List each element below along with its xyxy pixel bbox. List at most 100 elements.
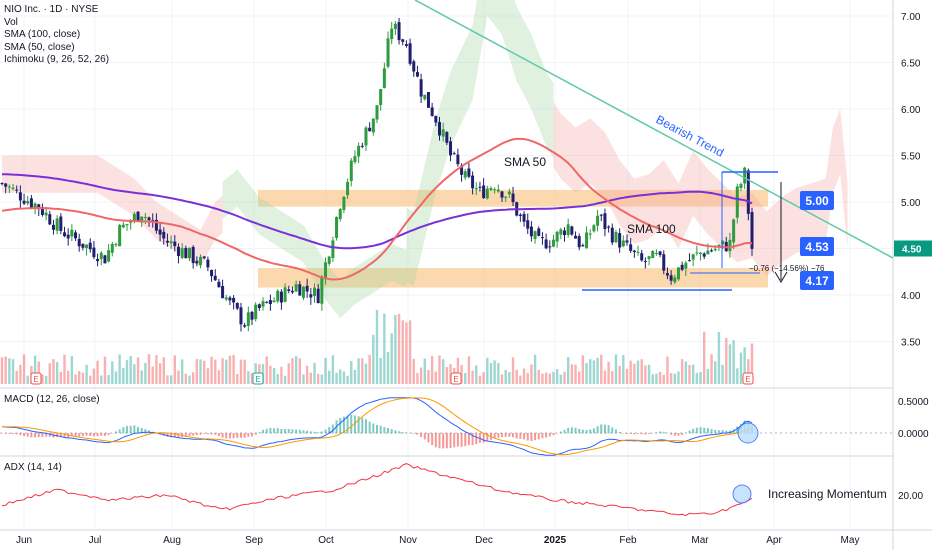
volume-bar-187 (688, 365, 691, 384)
macd-hist-173 (637, 433, 640, 434)
candle-body-85 (313, 287, 316, 297)
macd-hist-65 (239, 433, 242, 438)
volume-bar-153 (563, 371, 566, 384)
macd-hist-80 (295, 429, 298, 434)
volume-bar-142 (522, 368, 526, 384)
earnings-marker-2 (450, 372, 462, 385)
candle-body-143 (526, 220, 530, 229)
candle-body-127 (467, 168, 471, 177)
volume-bar-190 (699, 372, 702, 384)
candle-body-196 (721, 240, 725, 245)
candle-body-103 (379, 89, 383, 105)
candle-body-34 (125, 224, 129, 226)
candle-body-193 (710, 250, 714, 252)
candle-body-92 (338, 209, 342, 220)
volume-bar-41 (151, 366, 154, 384)
macd-hist-46 (170, 433, 173, 438)
candle-body-37 (136, 211, 140, 222)
volume-bar-25 (92, 368, 96, 384)
volume-bar-102 (375, 309, 379, 384)
candle-body-44 (162, 231, 166, 239)
volume-bar-188 (691, 364, 695, 384)
macd-hist-178 (655, 432, 658, 434)
candle-body-192 (706, 250, 710, 255)
macd-hist-71 (262, 429, 265, 434)
volume-bar-122 (449, 364, 452, 384)
cloud-bull-1 (222, 169, 407, 319)
macd-hist-66 (243, 433, 246, 438)
candle-body-138 (507, 191, 511, 195)
volume-bar-109 (401, 320, 404, 384)
macd-hist-92 (339, 418, 342, 434)
candle-body-142 (522, 213, 526, 222)
volume-bar-3 (11, 359, 15, 384)
candle-body-88 (324, 262, 328, 280)
volume-bar-184 (677, 371, 680, 384)
macd-hist-77 (284, 428, 287, 434)
volume-bar-204 (750, 343, 754, 384)
volume-bar-34 (125, 360, 129, 384)
volume-bar-169 (622, 355, 625, 384)
legend-sma100: SMA (100, close) (4, 29, 81, 40)
volume-bar-42 (155, 355, 158, 384)
volume-bar-43 (158, 363, 162, 384)
candle-body-61 (224, 297, 228, 300)
volume-bar-101 (372, 334, 375, 384)
candle-body-149 (548, 246, 552, 248)
volume-bar-202 (743, 347, 746, 384)
candle-body-20 (74, 232, 78, 239)
volume-bar-77 (283, 375, 287, 384)
volume-bar-140 (515, 369, 518, 384)
sma50-label: SMA 50 (504, 155, 546, 169)
current-price-text: 4.50 (902, 245, 922, 256)
volume-bar-55 (203, 360, 206, 384)
candle-body-167 (614, 231, 618, 243)
macd-hist-20 (74, 433, 77, 437)
candle-body-45 (165, 240, 169, 243)
candle-body-75 (276, 290, 280, 302)
volume-bar-149 (548, 373, 551, 384)
macd-hist-68 (251, 433, 253, 437)
price-tick-0: 7.00 (901, 12, 921, 23)
candle-body-28 (103, 255, 107, 264)
candle-body-3 (11, 187, 15, 189)
x-tick-2: Aug (163, 535, 181, 546)
macd-hist-102 (376, 424, 378, 434)
macd-hist-94 (346, 415, 349, 434)
volume-bar-152 (559, 374, 563, 384)
macd-hist-139 (512, 433, 515, 438)
volume-bar-182 (669, 373, 673, 384)
macd-hist-166 (611, 427, 614, 434)
macd-hist-88 (324, 429, 327, 434)
volume-bar-181 (666, 356, 669, 384)
macd-hist-28 (103, 433, 106, 436)
sma100-line (1, 173, 753, 250)
volume-bar-195 (717, 331, 721, 384)
volume-bar-110 (405, 322, 408, 384)
macd-hist-69 (254, 433, 257, 435)
candle-body-165 (607, 226, 611, 228)
candle-body-55 (202, 256, 206, 259)
level-badge-2 (800, 271, 834, 290)
candle-body-187 (688, 260, 691, 262)
volume-bar-164 (603, 370, 607, 384)
macd-hist-125 (460, 433, 463, 447)
macd-hist-64 (236, 433, 239, 438)
volume-bar-120 (441, 359, 445, 384)
macd-hist-198 (728, 430, 731, 434)
macd-hist-131 (482, 433, 485, 443)
candle-body-152 (559, 229, 563, 235)
volume-bar-163 (600, 354, 603, 384)
candle-body-29 (107, 250, 111, 262)
legend-ichimoku: Ichimoku (9, 26, 52, 26) (4, 54, 110, 65)
candle-body-144 (529, 226, 533, 237)
macd-hist-136 (501, 433, 503, 437)
macd-hist-19 (70, 433, 73, 437)
x-tick-10: Apr (766, 535, 782, 546)
macd-hist-192 (706, 428, 709, 434)
macd-hist-109 (401, 432, 404, 434)
volume-bar-27 (100, 375, 103, 384)
x-tick-0: Jun (16, 535, 32, 546)
volume-bar-61 (225, 359, 228, 384)
